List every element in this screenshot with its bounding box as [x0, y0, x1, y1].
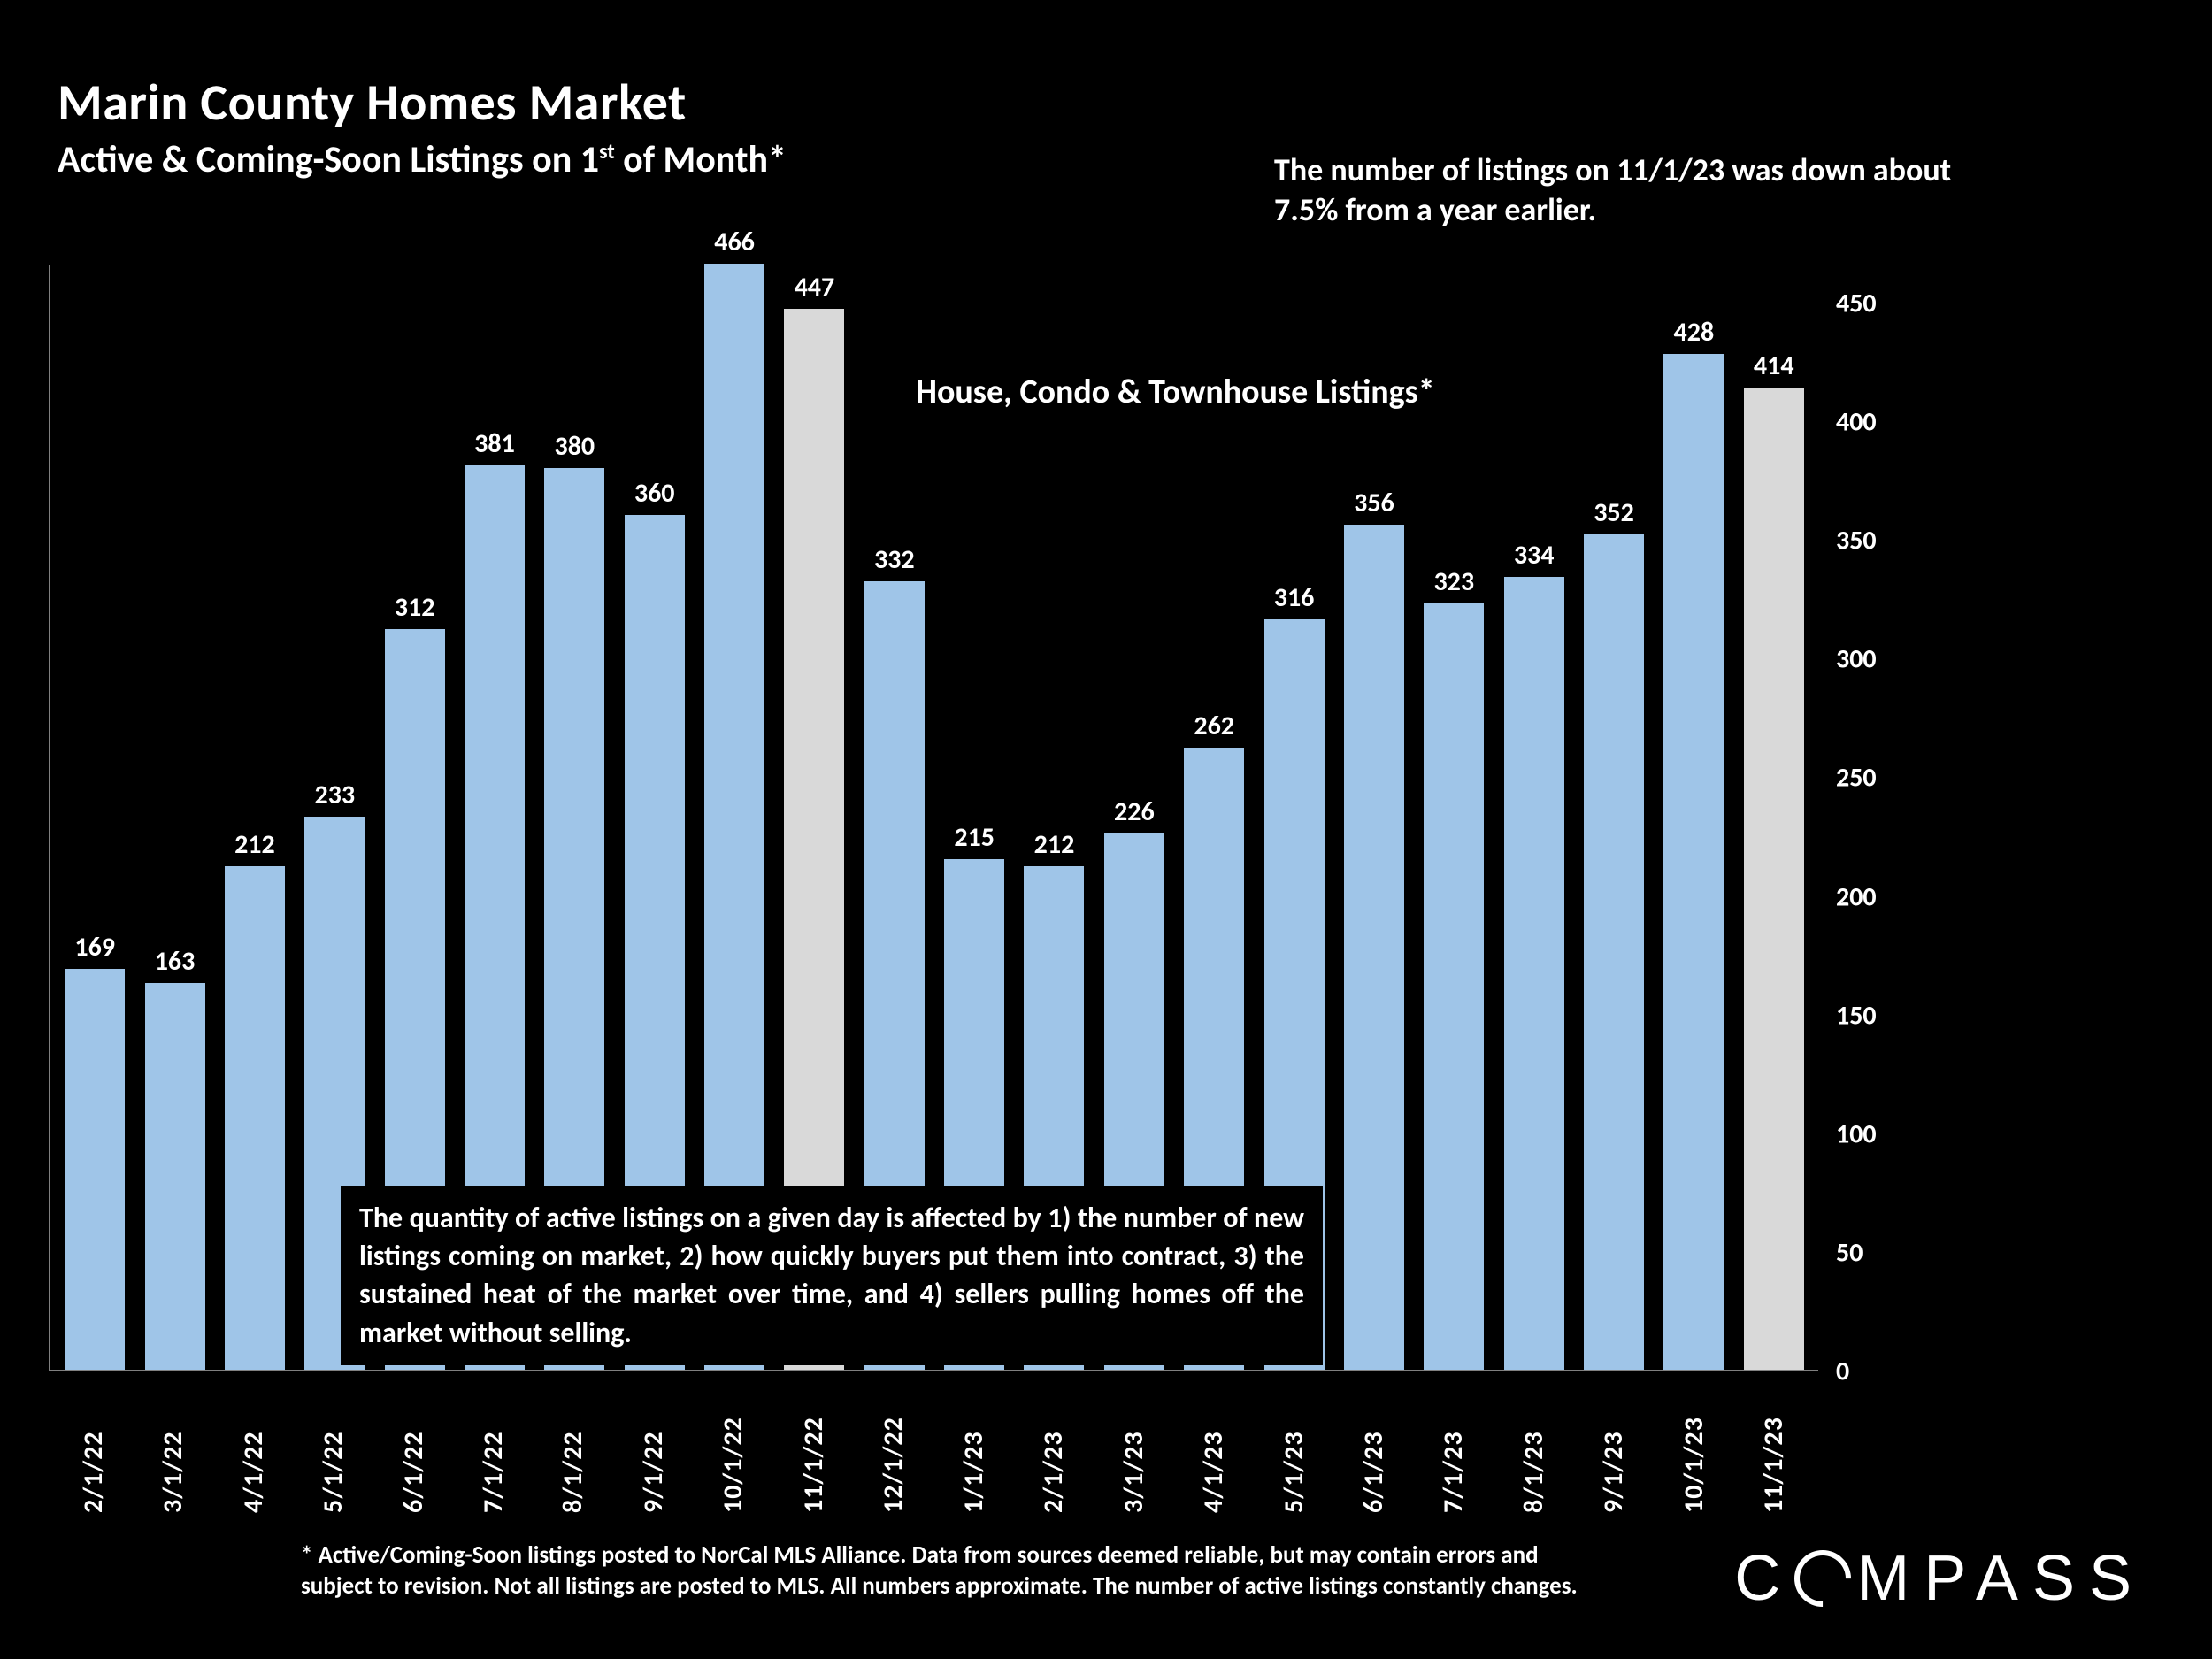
x-tick: 2/1/23	[1013, 1380, 1093, 1513]
x-tick: 11/1/23	[1734, 1380, 1814, 1513]
bar-value-label: 212	[234, 828, 275, 861]
compass-logo-circle-icon	[1783, 1539, 1863, 1619]
bar-slot: 414	[1734, 349, 1814, 1371]
x-tick: 6/1/23	[1333, 1380, 1413, 1513]
y-tick: 300	[1836, 643, 1877, 676]
bar	[1344, 525, 1404, 1370]
chart-header: Marin County Homes Market Active & Comin…	[58, 71, 787, 182]
bar	[1584, 534, 1644, 1370]
bar-value-label: 332	[874, 543, 915, 576]
y-tick: 50	[1836, 1236, 1863, 1269]
bar-value-label: 212	[1034, 828, 1075, 861]
x-tick: 2/1/22	[53, 1380, 133, 1513]
x-tick: 11/1/22	[773, 1380, 853, 1513]
x-tick: 4/1/23	[1173, 1380, 1253, 1513]
bar-value-label: 380	[555, 430, 595, 463]
x-tick: 12/1/22	[854, 1380, 933, 1513]
y-tick: 250	[1836, 762, 1877, 795]
bar-chart: 1691632122333123813803604664473322152122…	[49, 265, 2137, 1371]
bar-slot: 169	[55, 931, 134, 1370]
y-tick: 450	[1836, 287, 1877, 319]
bar	[1744, 388, 1804, 1371]
x-tick: 7/1/23	[1414, 1380, 1494, 1513]
bar-value-label: 466	[714, 226, 755, 258]
x-tick: 1/1/23	[933, 1380, 1013, 1513]
bar-slot: 163	[134, 945, 214, 1370]
bar-value-label: 414	[1754, 349, 1794, 382]
footnote: * Active/Coming-Soon listings posted to …	[301, 1540, 1593, 1601]
x-tick: 5/1/22	[293, 1380, 373, 1513]
bar-value-label: 169	[74, 931, 115, 964]
bar-slot: 356	[1334, 487, 1414, 1370]
bar	[1504, 577, 1564, 1370]
chart-subtitle: Active & Coming-Soon Listings on 1st of …	[58, 137, 787, 182]
bar-value-label: 262	[1194, 710, 1234, 742]
x-tick: 10/1/23	[1654, 1380, 1733, 1513]
x-tick: 7/1/22	[453, 1380, 533, 1513]
y-tick: 400	[1836, 406, 1877, 439]
bar-value-label: 447	[795, 271, 835, 303]
chart-title: Marin County Homes Market	[58, 71, 787, 134]
bar-slot: 334	[1494, 539, 1573, 1370]
bar-value-label: 428	[1674, 316, 1715, 349]
bar-value-label: 312	[395, 591, 435, 624]
bar-value-label: 323	[1433, 565, 1474, 598]
x-tick: 9/1/23	[1574, 1380, 1654, 1513]
y-tick: 100	[1836, 1118, 1877, 1150]
bar-value-label: 334	[1514, 539, 1555, 572]
bar-value-label: 352	[1594, 496, 1634, 529]
y-tick: 0	[1836, 1356, 1849, 1388]
bar	[145, 983, 205, 1370]
y-tick: 150	[1836, 999, 1877, 1032]
y-tick: 200	[1836, 880, 1877, 913]
x-tick: 10/1/22	[694, 1380, 773, 1513]
bar	[225, 866, 285, 1370]
bar-value-label: 163	[155, 945, 196, 978]
bar-slot: 428	[1654, 316, 1733, 1370]
bar	[1424, 603, 1484, 1370]
x-tick: 3/1/22	[133, 1380, 212, 1513]
bar-slot: 352	[1574, 496, 1654, 1370]
x-tick: 4/1/22	[213, 1380, 293, 1513]
series-label: House, Condo & Townhouse Listings*	[916, 372, 1435, 412]
y-axis: 050100150200250300350400450	[1836, 265, 1924, 1371]
y-tick: 350	[1836, 525, 1877, 557]
bar-value-label: 356	[1354, 487, 1394, 519]
x-tick: 5/1/23	[1254, 1380, 1333, 1513]
annotation-topright: The number of listings on 11/1/23 was do…	[1274, 150, 2000, 230]
x-tick: 3/1/23	[1094, 1380, 1173, 1513]
bar-value-label: 226	[1114, 795, 1155, 828]
x-tick: 8/1/22	[534, 1380, 613, 1513]
bar	[1663, 354, 1724, 1370]
bar-value-label: 233	[314, 779, 355, 811]
bar-value-label: 215	[954, 821, 995, 854]
bar-value-label: 360	[634, 477, 675, 510]
compass-logo: CMPASS	[1734, 1542, 2146, 1615]
x-axis: 2/1/223/1/224/1/225/1/226/1/227/1/228/1/…	[49, 1380, 1818, 1513]
x-tick: 6/1/22	[373, 1380, 453, 1513]
bar-slot: 323	[1414, 565, 1494, 1370]
x-tick: 9/1/22	[613, 1380, 693, 1513]
bar-slot: 212	[215, 828, 295, 1370]
bar-value-label: 381	[474, 427, 515, 460]
bar	[65, 969, 125, 1370]
text-overlay-note: The quantity of active listings on a giv…	[341, 1186, 1323, 1365]
compass-logo-text: MPASS	[1856, 1542, 2146, 1615]
x-tick: 8/1/23	[1494, 1380, 1573, 1513]
bar-value-label: 316	[1274, 581, 1315, 614]
